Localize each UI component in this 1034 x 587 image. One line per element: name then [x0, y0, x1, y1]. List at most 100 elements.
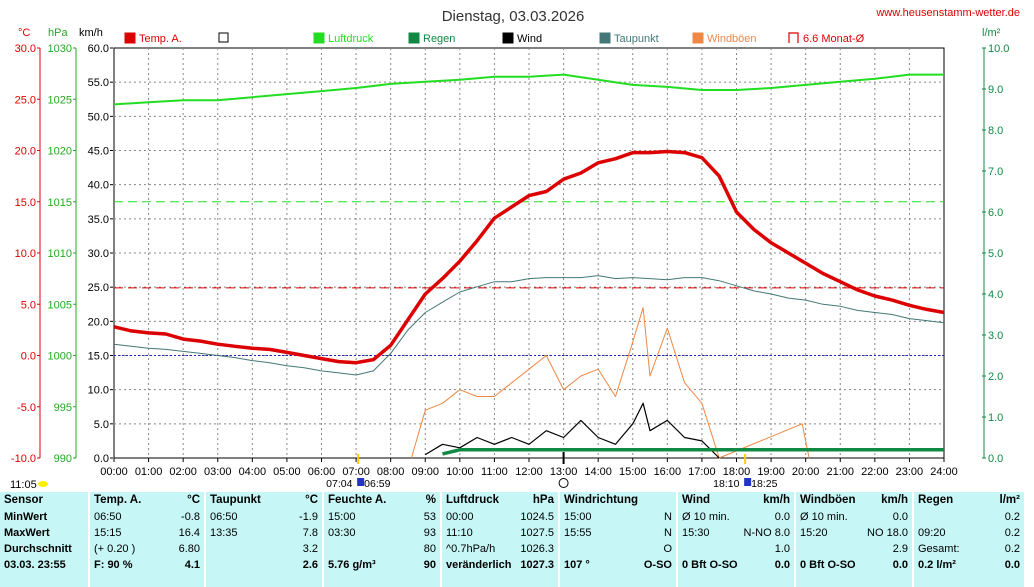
sun-markers: 07:04 06:59 18:10 18:25: [326, 452, 778, 490]
legend-swatch-3: [408, 32, 420, 44]
cell-feuchte-0: 15:00 53: [328, 511, 436, 523]
cell-regen-2: Gesamt: 0.2: [918, 543, 1020, 555]
legend-swatch-5: [599, 32, 611, 44]
temp-tick: -10.0: [11, 453, 36, 465]
x-tick: 10:00: [446, 466, 474, 478]
cell-regen-3: 0.2 l/m² 0.0: [918, 559, 1020, 571]
cell-wind-3: 0 Bft O-SO 0.0: [682, 559, 790, 571]
cell-windrichtung-3: 107 ° O-SO: [564, 559, 672, 571]
x-tick: 05:00: [273, 466, 301, 478]
noon-marker: [558, 478, 569, 488]
col-sensor: Sensor MinWert MaxWert Durchschnitt 03.0…: [0, 492, 88, 587]
x-tick: 01:00: [135, 466, 163, 478]
x-tick: 22:00: [861, 466, 889, 478]
hpa-tick: 1025: [48, 94, 72, 106]
x-tick: 18:00: [723, 466, 751, 478]
x-tick: 11:00: [481, 466, 508, 478]
stats-table: Sensor MinWert MaxWert Durchschnitt 03.0…: [0, 492, 1024, 587]
col-head-windboeen: Windböen km/h: [800, 494, 908, 506]
tick-labels: 30.0 25.0 20.0 15.0 10.0 5.0 0.0 -5.0 -10.0 1030 1…: [11, 43, 1010, 478]
rain-tick: 6.0: [988, 207, 1003, 219]
hpa-tick: 1030: [48, 43, 72, 55]
legend-swatch-2: [313, 32, 325, 44]
sunrise-label2: 06:59: [364, 478, 390, 490]
col-windboeen: Windböen km/h Ø 10 min. 0.0 15:20 NO 18.0 2.9 0…: [796, 492, 912, 587]
x-tick: 21:00: [826, 466, 854, 478]
cell-feuchte-1: 03:30 93: [328, 527, 436, 539]
series-regen: [442, 448, 944, 456]
kmh-tick: 40.0: [88, 180, 109, 192]
kmh-tick: 30.0: [88, 248, 109, 260]
cell-windboeen-0: Ø 10 min. 0.0: [800, 511, 908, 523]
col-wind: Wind km/h Ø 10 min. 0.0 15:30 N-NO 8.0 1.0 0 Bf…: [678, 492, 794, 587]
x-tick: 13:00: [550, 466, 578, 478]
series-taupunkt: [113, 275, 945, 376]
col-luftdruck: Luftdruck hPa 00:00 1024.5 11:10 1027.5 ^0.7hP…: [442, 492, 558, 587]
legend-label-0: Temp. A.: [139, 33, 182, 45]
x-tick: 00:00: [100, 466, 128, 478]
sun-icon: [38, 481, 48, 487]
x-tick: 07:00: [342, 466, 370, 478]
site-url[interactable]: www.heusenstamm-wetter.de: [875, 7, 1020, 19]
temp-tick: 0.0: [21, 351, 36, 363]
hpa-unit-label: hPa: [48, 27, 68, 39]
x-tick: 23:00: [896, 466, 924, 478]
cell-luftdruck-3: veränderlich 1027.3: [446, 559, 554, 571]
hpa-tick: 990: [54, 453, 72, 465]
kmh-tick: 0.0: [94, 453, 109, 465]
rain-tick: 2.0: [988, 371, 1003, 383]
legend-swatch-1: [218, 32, 229, 43]
rain-tick: 5.0: [988, 248, 1003, 260]
series-windb-en: [410, 307, 810, 459]
cell-taupunkt-1: 13:35 7.8: [210, 527, 318, 539]
legend: Temp. A. Luftdruck Regen Wind Taupunkt Windbö…: [124, 32, 865, 45]
legend-label-5: Taupunkt: [614, 33, 659, 45]
kmh-tick: 20.0: [88, 316, 109, 328]
cell-windrichtung-2: O: [663, 543, 672, 555]
x-tick: 09:00: [411, 466, 439, 478]
cell-temp-3: F: 90 % 4.1: [94, 559, 200, 571]
corner-time: 11:05: [10, 479, 37, 491]
legend-label-3: Regen: [423, 33, 455, 45]
series-group: [113, 73, 945, 459]
temp-tick: 10.0: [15, 248, 36, 260]
x-tick: 03:00: [204, 466, 232, 478]
hpa-tick: 1005: [48, 299, 72, 311]
kmh-tick: 10.0: [88, 385, 109, 397]
reference-lines: [114, 201, 944, 356]
hpa-tick: 1020: [48, 146, 72, 158]
kmh-tick: 25.0: [88, 282, 109, 294]
rain-tick: 9.0: [988, 84, 1003, 96]
cell-taupunkt-2: 3.2: [302, 543, 318, 555]
temp-tick: 25.0: [15, 94, 36, 106]
rain-tick: 8.0: [988, 125, 1003, 137]
cell-temp-2: (+ 0.20 ) 6.80: [94, 543, 200, 555]
hpa-tick: 1000: [48, 351, 72, 363]
col-windrichtung: Windrichtung 15:00 N 15:55 N O 107 ° O-SO: [560, 492, 676, 587]
cell-windrichtung-0: 15:00 N: [564, 511, 672, 523]
temp-tick: 5.0: [21, 299, 36, 311]
sunset-label: 18:10: [713, 478, 739, 490]
temp-unit-label: °C: [18, 27, 30, 39]
row-label-max: MaxWert: [4, 527, 50, 539]
legend-label-6: Windböen: [707, 33, 757, 45]
rain-tick: 4.0: [988, 289, 1003, 301]
rain-tick: 0.0: [988, 453, 1003, 465]
col-feuchte: Feuchte A.% 15:00 53 03:30 93 80 5.76 g/m³ 90: [324, 492, 440, 587]
hpa-tick: 995: [54, 402, 72, 414]
cell-temp-1: 15:15 16.4: [94, 527, 200, 539]
col-head-regen: Regen l/m²: [918, 494, 1020, 506]
series-luftdruck: [113, 73, 944, 106]
rain-unit-label: l/m²: [982, 27, 1001, 39]
hpa-tick: 1015: [48, 197, 72, 209]
legend-swatch-6: [692, 32, 704, 44]
temp-tick: 20.0: [15, 146, 36, 158]
rain-tick: 1.0: [988, 412, 1003, 424]
x-tick: 19:00: [757, 466, 785, 478]
x-tick: 17:00: [688, 466, 716, 478]
kmh-tick: 45.0: [88, 146, 109, 158]
weather-chart: Dienstag, 03.03.2026 www.heusenstamm-wet…: [10, 7, 1020, 491]
cell-regen-1: 09:20 0.2: [918, 527, 1020, 539]
x-tick: 15:00: [619, 466, 647, 478]
cell-luftdruck-2: ^0.7hPa/h 1026.3: [446, 543, 554, 555]
